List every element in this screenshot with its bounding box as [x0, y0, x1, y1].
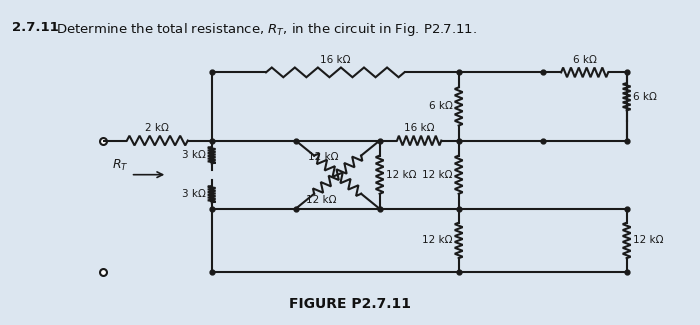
Text: FIGURE P2.7.11: FIGURE P2.7.11 [289, 297, 411, 311]
Text: 16 kΩ: 16 kΩ [404, 123, 435, 133]
Text: 12 kΩ: 12 kΩ [633, 235, 663, 245]
Text: $R_T$: $R_T$ [112, 158, 129, 173]
Text: 12 kΩ: 12 kΩ [422, 235, 453, 245]
Text: 2 kΩ: 2 kΩ [146, 123, 169, 133]
Text: 3 kΩ: 3 kΩ [182, 189, 206, 199]
Text: Determine the total resistance, $R_T$, in the circuit in Fig. P2.7.11.: Determine the total resistance, $R_T$, i… [55, 21, 477, 38]
Text: 16 kΩ: 16 kΩ [320, 55, 351, 65]
Text: 6 kΩ: 6 kΩ [429, 101, 453, 111]
Text: 12 kΩ: 12 kΩ [422, 170, 453, 180]
Text: 12 kΩ: 12 kΩ [305, 195, 336, 205]
Text: 12 kΩ: 12 kΩ [386, 170, 416, 180]
Text: 12 kΩ: 12 kΩ [307, 152, 338, 162]
Text: 2.7.11: 2.7.11 [12, 21, 59, 34]
Text: 6 kΩ: 6 kΩ [633, 92, 657, 102]
Text: 3 kΩ: 3 kΩ [182, 150, 206, 160]
Text: 6 kΩ: 6 kΩ [573, 55, 596, 65]
